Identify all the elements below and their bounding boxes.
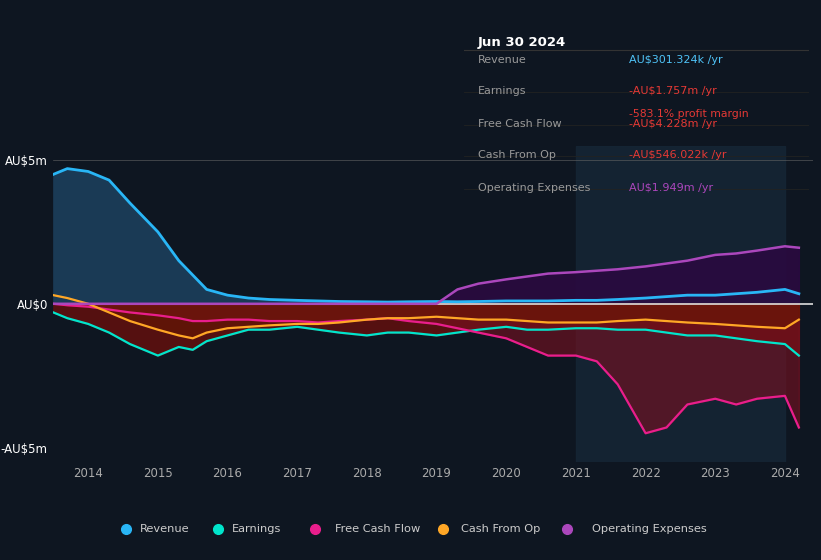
Text: Jun 30 2024: Jun 30 2024 (478, 36, 566, 49)
Text: Revenue: Revenue (478, 55, 526, 66)
Text: Free Cash Flow: Free Cash Flow (335, 524, 420, 534)
Text: Earnings: Earnings (478, 86, 526, 96)
Text: Revenue: Revenue (140, 524, 190, 534)
Text: Operating Expenses: Operating Expenses (592, 524, 707, 534)
Text: Earnings: Earnings (232, 524, 282, 534)
Text: AU$301.324k /yr: AU$301.324k /yr (630, 55, 723, 66)
Bar (576, 146, 785, 462)
Text: Cash From Op: Cash From Op (461, 524, 541, 534)
Text: -AU$4.228m /yr: -AU$4.228m /yr (630, 119, 718, 129)
Text: Operating Expenses: Operating Expenses (478, 183, 590, 193)
Text: Cash From Op: Cash From Op (478, 150, 556, 160)
Text: -AU$546.022k /yr: -AU$546.022k /yr (630, 150, 727, 160)
Text: Free Cash Flow: Free Cash Flow (478, 119, 562, 129)
Text: -AU$1.757m /yr: -AU$1.757m /yr (630, 86, 717, 96)
Text: AU$1.949m /yr: AU$1.949m /yr (630, 183, 713, 193)
Text: -583.1% profit margin: -583.1% profit margin (630, 109, 749, 119)
